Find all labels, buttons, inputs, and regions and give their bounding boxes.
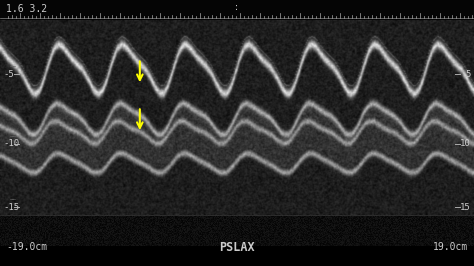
Text: 10: 10 (460, 139, 471, 148)
Text: 19.0cm: 19.0cm (433, 242, 468, 252)
Text: -19.0cm: -19.0cm (6, 242, 47, 252)
Text: PSLAX: PSLAX (219, 241, 255, 254)
Text: -10: -10 (3, 139, 19, 148)
Text: -5: -5 (3, 70, 14, 79)
Text: 15: 15 (460, 203, 471, 212)
Text: -15: -15 (3, 203, 19, 212)
Text: 5: 5 (465, 70, 471, 79)
Text: 1.6 3.2: 1.6 3.2 (6, 4, 47, 14)
Text: :: : (235, 3, 239, 13)
